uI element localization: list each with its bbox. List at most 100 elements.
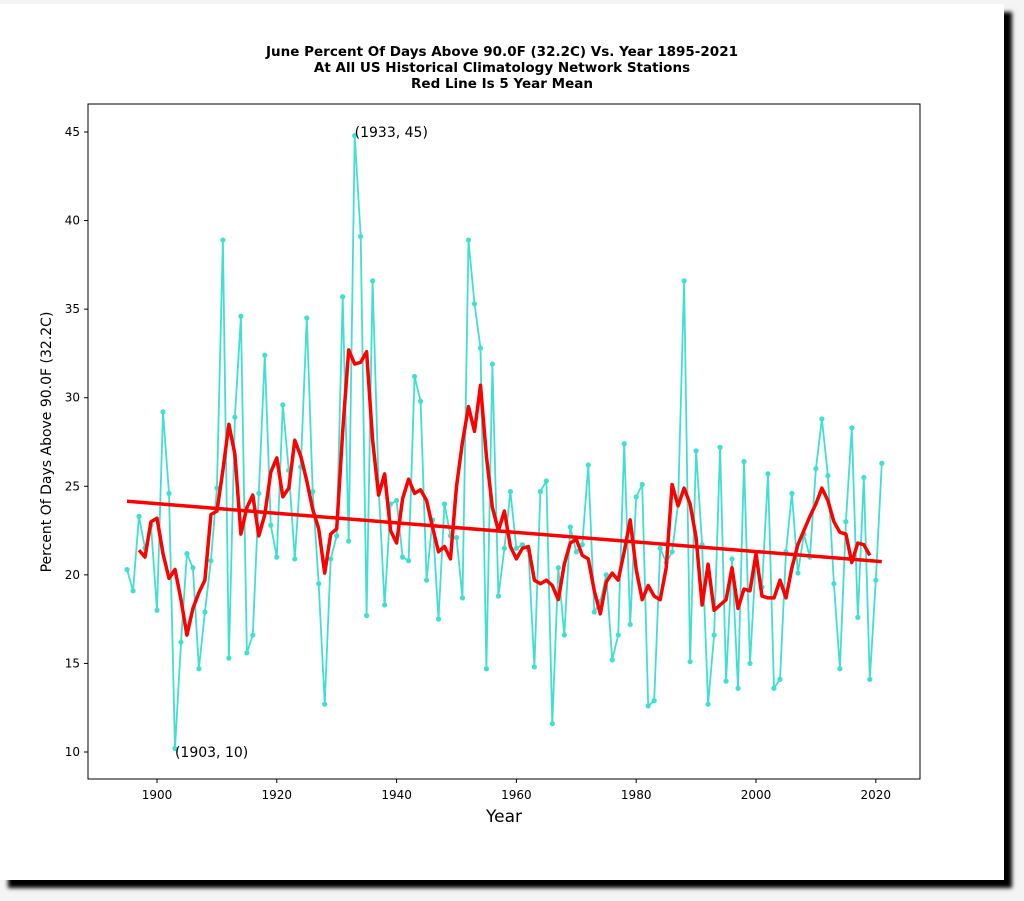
data-point: [471, 301, 478, 307]
data-point: [124, 566, 130, 573]
data-point: [513, 545, 520, 551]
data-point: [657, 545, 663, 551]
labels: Year Percent Of Days Above 90.0F (32.2C): [39, 312, 522, 827]
x-tick-label: 1920: [262, 788, 293, 802]
data-point: [453, 535, 460, 541]
data-point: [627, 621, 633, 628]
y-tick-label: 35: [65, 302, 80, 316]
data-point: [465, 237, 472, 243]
data-point: [543, 478, 549, 484]
data-point: [202, 609, 208, 615]
data-point: [394, 497, 400, 504]
y-tick-label: 30: [65, 391, 80, 405]
data-point: [405, 558, 412, 564]
y-tick-label: 20: [65, 568, 80, 582]
data-point: [741, 458, 747, 465]
data-point: [639, 481, 645, 488]
data-point: [130, 588, 136, 594]
data-point: [861, 474, 867, 481]
data-point: [232, 414, 238, 420]
data-point: [166, 490, 172, 496]
data-point: [651, 698, 657, 704]
y-tick-label: 10: [65, 745, 80, 759]
data-point: [220, 237, 226, 243]
data-point: [411, 373, 418, 380]
data-point: [561, 632, 567, 638]
data-point: [591, 609, 597, 615]
data-point: [669, 549, 675, 555]
data-point: [334, 533, 340, 539]
data-point: [370, 278, 376, 284]
data-point: [735, 685, 741, 691]
data-point: [555, 565, 561, 571]
data-point: [262, 352, 268, 358]
data-point: [190, 565, 196, 571]
data-point: [495, 593, 502, 599]
data-point: [537, 489, 543, 495]
data-point: [567, 524, 573, 530]
data-point: [501, 545, 508, 551]
y-tick-label: 45: [65, 125, 80, 139]
data-point: [310, 489, 316, 495]
x-tick-label: 1940: [381, 788, 412, 802]
data-point: [441, 501, 448, 507]
data-point: [615, 632, 621, 638]
data-point: [573, 549, 579, 555]
y-tick-label: 25: [65, 479, 80, 493]
data-point: [819, 416, 825, 422]
data-point: [789, 490, 795, 496]
data-point: [196, 666, 202, 672]
data-point: [214, 485, 220, 491]
y-axis-label: Percent Of Days Above 90.0F (32.2C): [39, 312, 55, 573]
data-point: [717, 444, 723, 450]
plot-area: (1903, 10) (1933, 45): [124, 125, 885, 761]
data-point: [855, 614, 861, 620]
x-tick-label: 2000: [741, 788, 772, 802]
data-point: [645, 703, 651, 709]
point-annotation: (1903, 10): [175, 745, 248, 761]
data-point: [304, 315, 310, 321]
data-point: [268, 522, 274, 528]
five-year-mean-line: [137, 348, 872, 637]
data-point: [226, 655, 232, 661]
chart-title-line-1: June Percent Of Days Above 90.0F (32.2C)…: [266, 44, 738, 60]
data-point: [489, 361, 496, 367]
y-tick-label: 40: [65, 214, 80, 228]
data-point: [795, 570, 801, 576]
data-point: [136, 513, 142, 520]
data-point: [274, 554, 280, 560]
data-point: [417, 398, 424, 404]
data-point: [435, 616, 442, 622]
data-point: [693, 448, 699, 454]
data-point: [879, 460, 885, 466]
data-point: [477, 345, 484, 351]
data-point: [711, 632, 717, 638]
plot-border: [87, 103, 921, 780]
data-point: [423, 577, 430, 583]
data-point: [399, 554, 406, 560]
data-point: [771, 685, 777, 691]
data-point: [178, 639, 184, 645]
data-point: [585, 462, 591, 468]
data-point: [705, 701, 711, 707]
x-tick-label: 1900: [142, 788, 173, 802]
data-point: [172, 745, 178, 752]
data-point: [160, 409, 166, 415]
data-point: [358, 233, 364, 240]
point-annotation: (1933, 45): [355, 125, 428, 141]
data-point: [837, 666, 843, 672]
data-point: [208, 558, 214, 564]
data-point: [579, 542, 585, 548]
data-point: [687, 659, 693, 665]
data-point: [382, 602, 388, 608]
data-point: [483, 666, 490, 672]
data-point: [747, 660, 753, 667]
data-point: [328, 556, 334, 562]
data-point: [352, 132, 358, 139]
data-point: [184, 551, 190, 557]
data-point: [873, 577, 879, 583]
data-point: [154, 607, 160, 613]
data-point: [633, 494, 639, 500]
data-point: [777, 676, 783, 682]
